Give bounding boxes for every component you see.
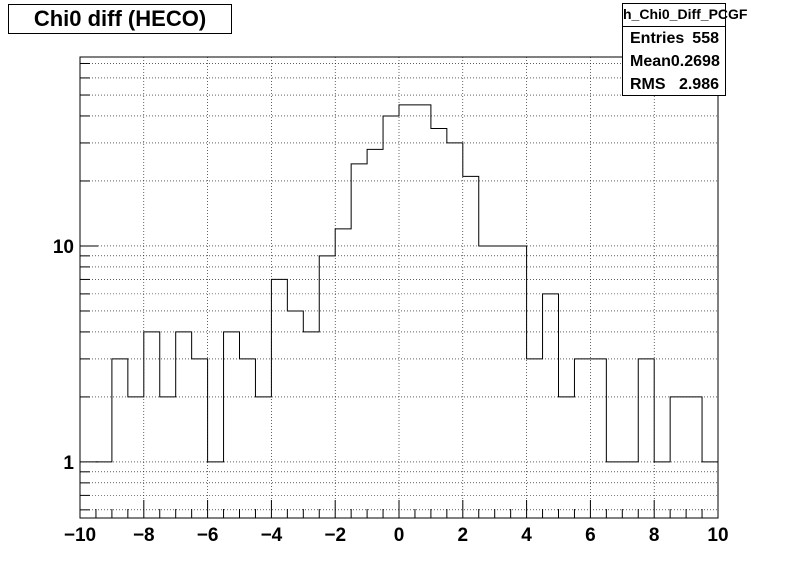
stats-label: Entries bbox=[630, 30, 685, 47]
stats-value: 0.2698 bbox=[670, 53, 720, 70]
stats-label: RMS bbox=[630, 76, 666, 93]
stats-histogram-name: h_Chi0_Diff_PCGF bbox=[623, 4, 747, 27]
stats-row-entries: Entries 558 bbox=[623, 27, 725, 50]
x-tick-label: −2 bbox=[324, 525, 346, 546]
x-tick-label: −6 bbox=[197, 525, 219, 546]
histogram-series bbox=[95, 104, 718, 463]
x-tick-label: 2 bbox=[458, 525, 469, 546]
chart-title: Chi0 diff (HECO) bbox=[8, 4, 232, 34]
stats-row-rms: RMS 2.986 bbox=[623, 73, 725, 96]
axes: 1 10 −10 −8 −6 −4 −2 0 2 4 6 8 10 bbox=[53, 62, 729, 546]
stats-label: Mean bbox=[630, 53, 671, 70]
x-tick-label: 8 bbox=[649, 525, 660, 546]
y-tick-label: 10 bbox=[53, 237, 74, 258]
stats-box: h_Chi0_Diff_PCGF Entries 558 Mean 0.2698… bbox=[622, 3, 747, 96]
x-tick-label: −10 bbox=[64, 525, 96, 546]
stats-value: 558 bbox=[692, 30, 719, 47]
x-tick-label: 6 bbox=[585, 525, 596, 546]
x-tick-label: 0 bbox=[394, 525, 405, 546]
x-tick-label: 4 bbox=[521, 525, 532, 546]
stats-row-mean: Mean 0.2698 bbox=[623, 50, 725, 73]
stats-value: 2.986 bbox=[678, 76, 719, 93]
x-tick-label: −4 bbox=[261, 525, 283, 546]
y-tick-label: 1 bbox=[63, 453, 74, 474]
grid-lines bbox=[79, 57, 719, 518]
x-tick-label: −8 bbox=[133, 525, 155, 546]
x-tick-label: 10 bbox=[707, 525, 728, 546]
